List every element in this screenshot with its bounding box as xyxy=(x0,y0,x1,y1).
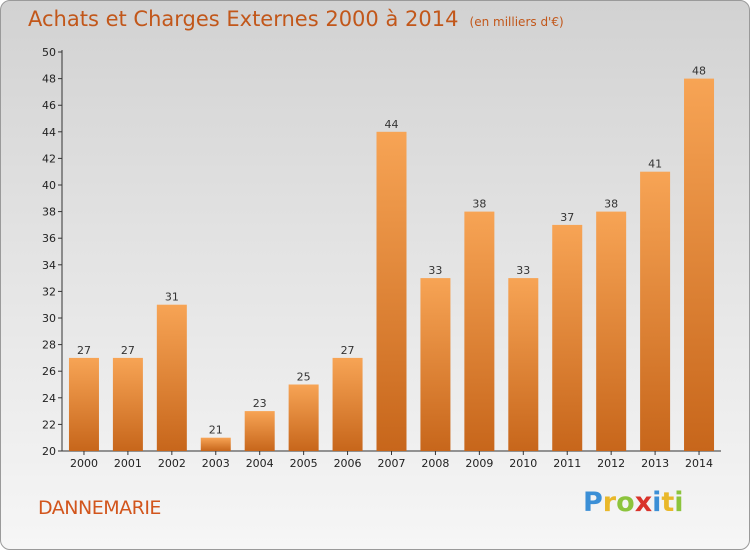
value-label-2012: 38 xyxy=(604,198,618,211)
x-tick-label-2004: 2004 xyxy=(246,457,274,470)
y-tick-label: 22 xyxy=(42,418,56,431)
value-label-2004: 23 xyxy=(253,397,267,410)
x-tick-label-2001: 2001 xyxy=(114,457,142,470)
value-label-2006: 27 xyxy=(341,344,355,357)
y-tick-label: 30 xyxy=(42,312,56,325)
logo-letter: x xyxy=(634,487,653,518)
bar-2008 xyxy=(420,278,451,451)
y-tick-label: 40 xyxy=(42,179,56,192)
y-tick-label: 28 xyxy=(42,339,56,352)
value-label-2002: 31 xyxy=(165,291,179,304)
proxiti-logo: Proxiti xyxy=(583,487,684,518)
logo-letter: i xyxy=(652,487,662,518)
axes: 20 22 24 26 28 30 32 34 36 38 40 42 44 46 48 50 2000 2001… xyxy=(42,46,721,470)
logo-letter: t xyxy=(661,487,675,518)
bar-2012 xyxy=(596,211,627,451)
value-label-2009: 38 xyxy=(472,198,486,211)
bar-2005 xyxy=(288,384,319,451)
bar-2002 xyxy=(156,304,187,451)
y-tick-label: 34 xyxy=(42,259,56,272)
x-tick-label-2012: 2012 xyxy=(597,457,625,470)
value-label-2013: 41 xyxy=(648,158,662,171)
y-tick-label: 50 xyxy=(42,46,56,59)
bars xyxy=(68,78,715,452)
x-tick-label-2011: 2011 xyxy=(553,457,581,470)
commune-name: DANNEMARIE xyxy=(38,497,161,519)
value-label-2014: 48 xyxy=(692,65,706,78)
bar-2011 xyxy=(552,224,583,451)
value-label-2010: 33 xyxy=(516,264,530,277)
value-label-2001: 27 xyxy=(121,344,135,357)
bar-2014 xyxy=(684,78,715,451)
y-tick-label: 46 xyxy=(42,99,56,112)
logo-letter: r xyxy=(602,487,617,518)
x-tick-label-2014: 2014 xyxy=(685,457,713,470)
x-tick-label-2000: 2000 xyxy=(70,457,98,470)
chart-subtitle: (en milliers d'€) xyxy=(469,15,564,29)
bar-2006 xyxy=(332,357,363,451)
x-tick-label-2003: 2003 xyxy=(202,457,230,470)
y-tick-label: 44 xyxy=(42,126,56,139)
value-labels: 27 27 31 21 23 25 27 44 33 38 33 37 38 41 48 xyxy=(77,65,706,437)
x-tick-label-2006: 2006 xyxy=(334,457,362,470)
y-tick-label: 24 xyxy=(42,392,56,405)
logo-letter: i xyxy=(674,487,684,518)
y-tick-label: 42 xyxy=(42,152,56,165)
y-tick-label: 32 xyxy=(42,285,56,298)
bar-2010 xyxy=(508,278,539,451)
y-tick-label: 26 xyxy=(42,365,56,378)
value-label-2007: 44 xyxy=(385,118,399,131)
y-tick-label: 38 xyxy=(42,206,56,219)
bar-2013 xyxy=(640,171,671,451)
y-tick-label: 36 xyxy=(42,232,56,245)
x-tick-label-2005: 2005 xyxy=(290,457,318,470)
bar-2003 xyxy=(200,437,231,451)
bar-2000 xyxy=(68,357,99,451)
bar-2001 xyxy=(112,357,143,451)
value-label-2011: 37 xyxy=(560,211,574,224)
x-tick-label-2013: 2013 xyxy=(641,457,669,470)
value-label-2005: 25 xyxy=(297,371,311,384)
logo-letter: o xyxy=(616,487,635,518)
x-tick-label-2007: 2007 xyxy=(378,457,406,470)
y-tick-label: 48 xyxy=(42,73,56,86)
x-tick-label-2008: 2008 xyxy=(421,457,449,470)
x-tick-label-2002: 2002 xyxy=(158,457,186,470)
bar-2007 xyxy=(376,131,407,452)
x-tick-label-2009: 2009 xyxy=(465,457,493,470)
chart-title-block: Achats et Charges Externes 2000 à 2014 (… xyxy=(28,7,564,31)
x-tick-label-2010: 2010 xyxy=(509,457,537,470)
logo-letter: P xyxy=(583,487,603,518)
value-label-2000: 27 xyxy=(77,344,91,357)
value-label-2003: 21 xyxy=(209,424,223,437)
chart-title: Achats et Charges Externes 2000 à 2014 xyxy=(28,7,459,31)
bar-2004 xyxy=(244,411,275,451)
value-label-2008: 33 xyxy=(428,264,442,277)
y-tick-label: 20 xyxy=(42,445,56,458)
bar-2009 xyxy=(464,211,495,451)
